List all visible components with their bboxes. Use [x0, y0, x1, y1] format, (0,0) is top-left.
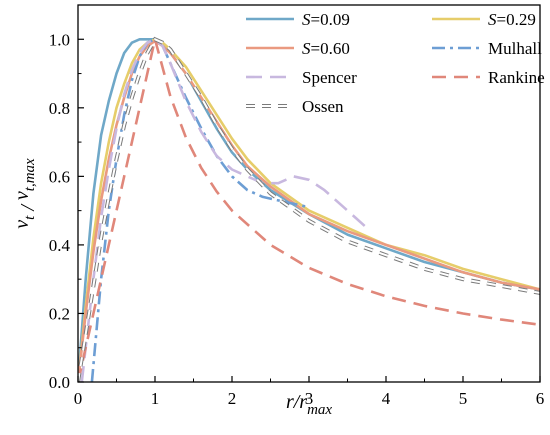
legend-item: Mulhall	[432, 39, 542, 58]
legend-label: S=0.29	[488, 10, 536, 29]
legend-label: Spencer	[302, 68, 357, 87]
x-tick-label: 2	[228, 389, 237, 408]
series-line-ossen-inner	[78, 38, 540, 382]
y-tick-label: 0.0	[49, 373, 70, 392]
legend-item: S=0.09	[246, 10, 350, 29]
x-tick-label: 1	[151, 389, 160, 408]
legend-item: Ossen	[246, 97, 344, 116]
series-line-rankine	[78, 38, 540, 382]
legend-label: Mulhall	[488, 39, 542, 58]
legend-item: S=0.60	[246, 39, 350, 58]
y-tick-label: 0.2	[49, 304, 70, 323]
legend-label: Ossen	[302, 97, 344, 116]
y-tick-label: 1.0	[49, 30, 70, 49]
legend-item: S=0.29	[432, 10, 536, 29]
series-line-mulhall	[90, 38, 310, 382]
legend-label: S=0.09	[302, 10, 350, 29]
legend-label: S=0.60	[302, 39, 350, 58]
y-tick-label: 0.8	[49, 99, 70, 118]
legend: S=0.09 S=0.29 S=0.60 Mulhall Spencer Rankine O…	[246, 10, 545, 116]
x-tick-label: 5	[459, 389, 468, 408]
plot-frame	[77, 4, 541, 383]
legend-label: Rankine	[488, 68, 545, 87]
legend-item: Spencer	[246, 68, 357, 87]
y-tick-label: 0.6	[49, 167, 70, 186]
x-tick-label: 6	[536, 389, 545, 408]
series-layer	[78, 36, 540, 382]
ticks-layer: 0 1 2 3 4 5 6 0.0 0.2 0.4 0.6 0.8 1.0	[49, 4, 545, 408]
legend-item: Rankine	[432, 68, 545, 87]
x-tick-label: 4	[382, 389, 391, 408]
y-tick-label: 0.4	[49, 236, 71, 255]
series-line-s-0-29	[78, 38, 540, 382]
series-line-spencer	[80, 38, 372, 382]
x-tick-label: 0	[74, 389, 83, 408]
y-axis-title: vt / vt,max	[11, 158, 39, 229]
x-tick-label: 3	[305, 389, 314, 408]
